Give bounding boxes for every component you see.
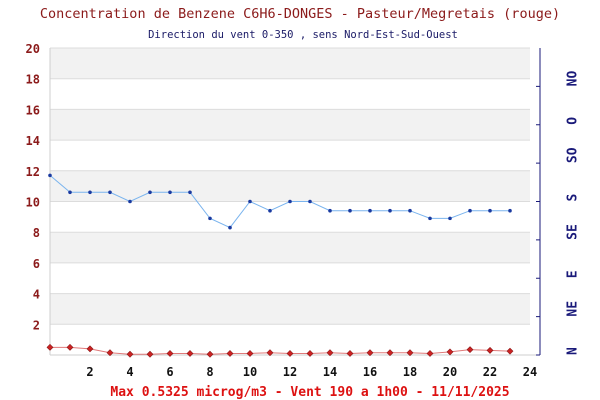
wind-direction-point xyxy=(488,208,492,213)
x-axis-ticks: 2 4 6 8 10 12 14 16 18 20 22 24 xyxy=(86,365,537,379)
x-tick-label: 12 xyxy=(283,365,297,379)
y-tick-label: 14 xyxy=(26,134,40,148)
grid-band xyxy=(50,48,530,79)
y-tick-label: 20 xyxy=(26,42,40,56)
grid-bands xyxy=(50,48,530,325)
wind-direction-label: O xyxy=(566,117,581,125)
benzene-point xyxy=(346,350,354,357)
benzene-point xyxy=(166,350,174,357)
x-tick-label: 24 xyxy=(523,365,537,379)
wind-direction-point xyxy=(288,199,292,204)
y-tick-label: 4 xyxy=(33,288,40,302)
benzene-line xyxy=(50,346,511,355)
wind-direction-label: S xyxy=(566,194,581,202)
wind-direction-point xyxy=(168,190,172,195)
benzene-point xyxy=(446,348,454,356)
y-tick-label: 18 xyxy=(26,73,40,87)
benzene-point xyxy=(126,350,134,358)
chart-subtitle: Direction du vent 0-350 , sens Nord-Est-… xyxy=(148,29,458,41)
wind-direction-line xyxy=(49,175,510,229)
wind-direction-label: NE xyxy=(566,301,581,317)
benzene-point xyxy=(246,350,254,357)
benzene-point xyxy=(266,349,274,357)
y-tick-label: 8 xyxy=(33,226,40,240)
x-tick-label: 4 xyxy=(126,365,133,379)
wind-direction-point xyxy=(228,225,232,230)
grid-band xyxy=(50,170,530,202)
benzene-point xyxy=(206,350,214,358)
wind-direction-label: SO xyxy=(566,147,581,163)
wind-direction-point xyxy=(188,190,192,195)
x-tick-label: 14 xyxy=(323,365,337,379)
wind-direction-label: SE xyxy=(566,224,581,240)
benzene-point xyxy=(326,349,334,357)
benzene-point xyxy=(366,349,374,357)
wind-direction-point xyxy=(448,216,452,221)
wind-direction-point xyxy=(368,208,372,213)
chart-footer: Max 0.5325 microg/m3 - Vent 190 a 1h00 -… xyxy=(110,385,509,400)
benzene-point xyxy=(426,350,434,357)
wind-direction-point xyxy=(248,199,252,204)
wind-direction-point xyxy=(208,216,212,221)
x-tick-label: 20 xyxy=(443,365,457,379)
benzene-point xyxy=(66,343,74,351)
wind-direction-point xyxy=(508,208,512,213)
benzene-point xyxy=(46,343,54,351)
benzene-point xyxy=(306,350,314,357)
wind-direction-point xyxy=(348,208,352,213)
grid-band xyxy=(50,109,530,141)
benzene-point xyxy=(106,349,114,357)
y-axis-ticks: 2 4 6 8 10 12 14 16 18 20 xyxy=(26,42,40,332)
wind-direction-point xyxy=(308,199,312,204)
x-tick-label: 2 xyxy=(86,365,93,379)
wind-direction-point xyxy=(48,173,52,178)
wind-direction-label: E xyxy=(566,270,581,278)
x-tick-label: 6 xyxy=(166,365,173,379)
wind-direction-point xyxy=(328,208,332,213)
y-tick-label: 12 xyxy=(26,165,40,179)
y-tick-label: 6 xyxy=(33,257,40,271)
wind-direction-point xyxy=(428,216,432,221)
benzene-point xyxy=(386,349,394,357)
chart-title: Concentration de Benzene C6H6-DONGES - P… xyxy=(40,6,560,22)
wind-direction-point xyxy=(108,190,112,195)
wind-direction-point xyxy=(408,208,412,213)
benzene-point xyxy=(406,349,414,357)
wind-direction-point xyxy=(268,208,272,213)
wind-direction-label: NO xyxy=(566,71,581,87)
x-tick-label: 10 xyxy=(243,365,257,379)
wind-direction-point xyxy=(88,190,92,195)
wind-direction-point xyxy=(148,190,152,195)
x-tick-label: 16 xyxy=(363,365,377,379)
y-tick-label: 10 xyxy=(26,196,40,210)
y-tick-label: 2 xyxy=(33,318,40,332)
wind-direction-point xyxy=(68,190,72,195)
y-tick-label: 16 xyxy=(26,103,40,117)
grid-band xyxy=(50,232,530,263)
benzene-point xyxy=(146,350,154,358)
series-group xyxy=(46,173,514,358)
wind-direction-point xyxy=(128,199,132,204)
right-axis-ticks: N NE E SE S SO O NO xyxy=(536,71,581,356)
wind-direction-point xyxy=(388,208,392,213)
benzene-point xyxy=(486,346,494,354)
benzene-point xyxy=(466,346,474,354)
x-tick-label: 8 xyxy=(206,365,213,379)
wind-direction-point xyxy=(468,208,472,213)
x-tick-label: 18 xyxy=(403,365,417,379)
wind-direction-label: N xyxy=(566,347,581,355)
benzene-point xyxy=(286,350,294,357)
benzene-point xyxy=(226,350,234,357)
grid-band xyxy=(50,293,530,325)
x-tick-label: 22 xyxy=(483,365,497,379)
benzene-point xyxy=(86,345,94,353)
benzene-point xyxy=(186,350,194,357)
benzene-point xyxy=(506,347,514,355)
